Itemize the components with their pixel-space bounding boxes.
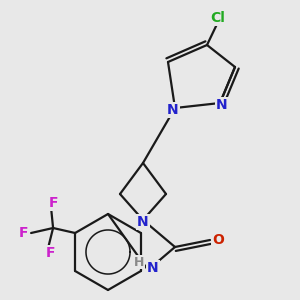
Text: F: F xyxy=(18,226,28,240)
Text: N: N xyxy=(137,215,149,229)
Text: H: H xyxy=(134,256,144,268)
Text: F: F xyxy=(48,196,58,210)
Text: N: N xyxy=(167,103,179,117)
Text: Cl: Cl xyxy=(211,11,225,25)
Text: N: N xyxy=(216,98,228,112)
Text: F: F xyxy=(45,246,55,260)
Text: O: O xyxy=(212,233,224,247)
Text: N: N xyxy=(147,261,159,275)
